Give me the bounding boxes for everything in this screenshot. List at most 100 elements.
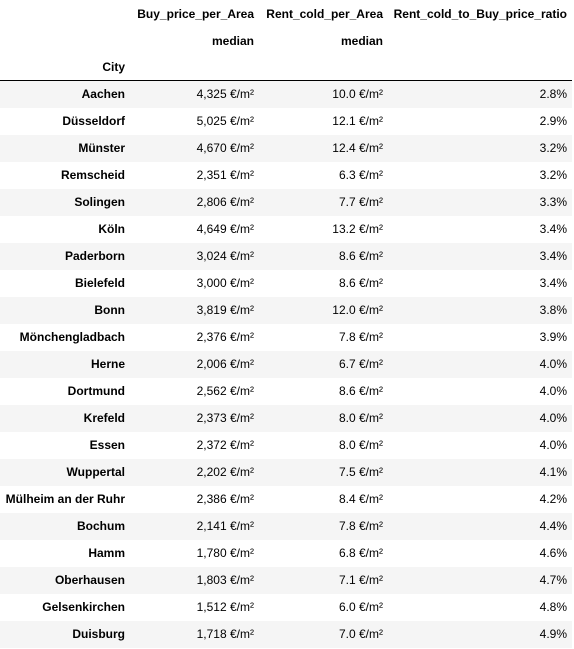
row-city: Bielefeld [74, 276, 125, 290]
cell-rent: 12.4 €/m² [332, 141, 383, 155]
row-city: Bochum [77, 519, 125, 533]
cell-rent: 7.0 €/m² [338, 627, 383, 641]
table-row: Wuppertal 2,202 €/m² 7.5 €/m² 4.1% [0, 458, 572, 486]
row-city: Bonn [94, 303, 125, 317]
header-row-index: City [0, 54, 572, 81]
cell-rent: 8.6 €/m² [338, 249, 383, 263]
table-row: Dortmund 2,562 €/m² 8.6 €/m² 4.0% [0, 378, 572, 405]
cell-buy-price: 2,006 €/m² [196, 357, 254, 371]
sub-header-buy: median [211, 33, 254, 48]
row-city: Hamm [88, 546, 125, 560]
cell-ratio: 3.4% [539, 249, 567, 263]
cell-buy-price: 4,670 €/m² [196, 141, 254, 155]
cell-rent: 6.3 €/m² [338, 168, 383, 182]
cell-buy-price: 2,386 €/m² [196, 492, 254, 506]
row-city: Oberhausen [54, 573, 125, 587]
cell-ratio: 4.1% [539, 465, 567, 479]
cell-buy-price: 2,806 €/m² [196, 195, 254, 209]
row-city: Solingen [74, 195, 125, 209]
row-city: Krefeld [83, 411, 125, 425]
cell-ratio: 4.6% [539, 546, 567, 560]
table-row: Hamm 1,780 €/m² 6.8 €/m² 4.6% [0, 540, 572, 567]
table-header: Buy_price_per_Area Rent_cold_per_Area Re… [0, 0, 572, 81]
table-row: Solingen 2,806 €/m² 7.7 €/m² 3.3% [0, 188, 572, 216]
row-city: Düsseldorf [62, 114, 125, 128]
table-row: Remscheid 2,351 €/m² 6.3 €/m² 3.2% [0, 162, 572, 189]
row-city: Herne [90, 357, 125, 371]
col-header-ratio: Rent_cold_to_Buy_price_ratio [393, 6, 567, 21]
table-row: Oberhausen 1,803 €/m² 7.1 €/m² 4.7% [0, 566, 572, 594]
cell-buy-price: 3,819 €/m² [196, 303, 254, 317]
cell-ratio: 3.8% [539, 303, 567, 317]
header-corner [0, 0, 130, 27]
cell-ratio: 4.0% [539, 384, 567, 398]
cell-ratio: 4.7% [539, 573, 567, 587]
cell-buy-price: 3,024 €/m² [196, 249, 254, 263]
cell-ratio: 2.9% [539, 114, 567, 128]
cell-ratio: 3.2% [539, 168, 567, 182]
cell-rent: 7.8 €/m² [338, 519, 383, 533]
cell-rent: 7.5 €/m² [338, 465, 383, 479]
table-row: Gelsenkirchen 1,512 €/m² 6.0 €/m² 4.8% [0, 594, 572, 621]
table-row: Münster 4,670 €/m² 12.4 €/m² 3.2% [0, 134, 572, 162]
row-city: Mönchengladbach [19, 330, 125, 344]
cell-buy-price: 1,780 €/m² [196, 546, 254, 560]
row-city: Paderborn [64, 249, 125, 263]
cell-buy-price: 3,000 €/m² [196, 276, 254, 290]
cell-rent: 12.1 €/m² [332, 114, 383, 128]
col-header-rent: Rent_cold_per_Area [266, 6, 383, 21]
cell-rent: 10.0 €/m² [332, 87, 383, 102]
sub-header-ratio [388, 27, 572, 54]
row-city: Dortmund [67, 384, 125, 398]
table-row: Bielefeld 3,000 €/m² 8.6 €/m² 3.4% [0, 270, 572, 297]
cell-rent: 6.0 €/m² [338, 600, 383, 614]
cell-ratio: 3.4% [539, 276, 567, 290]
cell-ratio: 4.4% [539, 519, 567, 533]
cell-rent: 6.8 €/m² [338, 546, 383, 560]
cell-ratio: 4.0% [539, 411, 567, 425]
table-row: Herne 2,006 €/m² 6.7 €/m² 4.0% [0, 350, 572, 378]
cell-rent: 7.8 €/m² [338, 330, 383, 344]
cell-buy-price: 2,562 €/m² [196, 384, 254, 398]
table-row: Bonn 3,819 €/m² 12.0 €/m² 3.8% [0, 296, 572, 324]
cell-rent: 7.7 €/m² [338, 195, 383, 209]
cell-ratio: 3.9% [539, 330, 567, 344]
row-city: Münster [78, 141, 125, 155]
row-city: Duisburg [72, 627, 125, 641]
table-row: Düsseldorf 5,025 €/m² 12.1 €/m² 2.9% [0, 108, 572, 135]
index-name: City [102, 60, 125, 74]
cell-rent: 8.4 €/m² [338, 492, 383, 506]
cell-ratio: 4.0% [539, 438, 567, 452]
cell-ratio: 3.3% [539, 195, 567, 209]
row-city: Gelsenkirchen [42, 600, 125, 614]
cell-buy-price: 1,718 €/m² [196, 627, 254, 641]
table-row: Aachen 4,325 €/m² 10.0 €/m² 2.8% [0, 80, 572, 108]
cell-rent: 12.0 €/m² [332, 303, 383, 317]
cell-rent: 8.0 €/m² [338, 438, 383, 452]
cell-rent: 8.6 €/m² [338, 276, 383, 290]
header-row-aggregation: median median [0, 27, 572, 54]
cell-ratio: 4.0% [539, 357, 567, 371]
row-city: Remscheid [60, 168, 125, 182]
row-city: Aachen [81, 87, 125, 102]
row-city: Wuppertal [66, 465, 125, 479]
cell-ratio: 3.4% [539, 222, 567, 236]
table-row: Essen 2,372 €/m² 8.0 €/m² 4.0% [0, 432, 572, 459]
cell-rent: 13.2 €/m² [332, 222, 383, 236]
header-corner-2 [0, 27, 130, 54]
table-row: Mülheim an der Ruhr 2,386 €/m² 8.4 €/m² 4.2… [0, 486, 572, 513]
table-row: Köln 4,649 €/m² 13.2 €/m² 3.4% [0, 216, 572, 243]
cell-ratio: 4.9% [539, 627, 567, 641]
row-city: Essen [89, 438, 125, 452]
col-header-buy: Buy_price_per_Area [137, 6, 254, 21]
cell-rent: 8.6 €/m² [338, 384, 383, 398]
cell-buy-price: 1,803 €/m² [196, 573, 254, 587]
cell-buy-price: 1,512 €/m² [196, 600, 254, 614]
cell-ratio: 4.8% [539, 600, 567, 614]
table-row: Krefeld 2,373 €/m² 8.0 €/m² 4.0% [0, 404, 572, 432]
cell-rent: 7.1 €/m² [338, 573, 383, 587]
row-city: Mülheim an der Ruhr [5, 492, 125, 506]
sub-header-rent: median [340, 33, 383, 48]
cell-buy-price: 2,202 €/m² [196, 465, 254, 479]
